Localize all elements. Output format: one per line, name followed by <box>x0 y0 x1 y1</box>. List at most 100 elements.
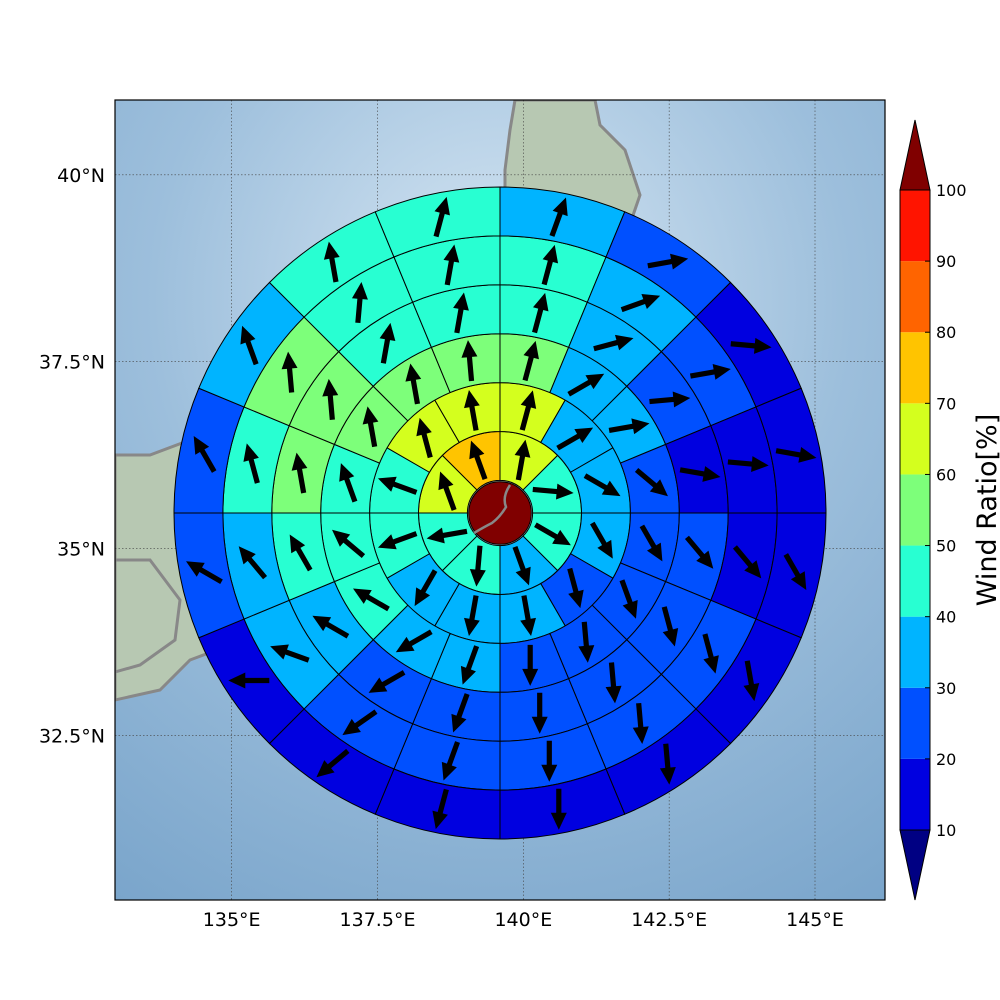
wind-arrow <box>368 670 406 693</box>
wind-arrow <box>659 743 676 785</box>
wind-arrow <box>339 463 358 503</box>
wind-arrow <box>460 645 480 685</box>
wind-arrow <box>619 579 638 619</box>
wind-arrow <box>689 364 731 380</box>
wind-arrow <box>522 644 539 686</box>
wind-arrow <box>243 443 260 484</box>
colorbar-segment <box>900 758 930 830</box>
wind-arrow <box>432 788 449 830</box>
x-tick-label: 145°E <box>786 909 844 931</box>
wind-arrow <box>186 561 223 585</box>
wind-arrow <box>441 741 460 781</box>
colorbar-segment <box>900 616 930 688</box>
colorbar-tick-label: 30 <box>936 679 956 698</box>
wind-arrow <box>541 244 559 286</box>
wind-arrow <box>550 788 567 830</box>
wind-arrow <box>416 417 433 459</box>
wind-arrow <box>270 644 310 663</box>
wind-arrow <box>679 466 721 482</box>
colorbar: 10 20 30 40 50 60 70 80 90 100 Wind Ratio[%] <box>899 119 1000 901</box>
wind-arrow <box>684 535 714 569</box>
colorbar-tick-label: 70 <box>936 394 956 413</box>
colorbar-tick-label: 40 <box>936 608 956 627</box>
colorbar-segment <box>900 474 930 546</box>
wind-arrow <box>661 606 679 647</box>
wind-arrow <box>556 427 594 451</box>
x-axis-ticks: 135°E 137.5°E 140°E 142.5°E 145°E <box>203 909 844 931</box>
wind-arrow <box>377 476 418 495</box>
wind-arrow <box>590 521 613 559</box>
wind-arrow <box>291 452 308 494</box>
wind-arrow <box>395 629 433 653</box>
colorbar-tick-label: 100 <box>936 181 967 200</box>
colorbar-segment <box>900 545 930 617</box>
wind-arrow <box>353 588 390 612</box>
wind-arrow <box>620 294 661 313</box>
wind-arrow <box>534 522 571 546</box>
wind-arrow <box>426 527 468 544</box>
wind-arrow <box>362 406 379 448</box>
wind-arrow <box>639 524 663 562</box>
wind-arrow <box>593 334 634 352</box>
wind-rose <box>173 186 827 840</box>
wind-arrow <box>342 709 378 736</box>
wind-arrow <box>578 621 595 663</box>
y-tick-label: 32.5°N <box>39 726 105 748</box>
wind-arrow <box>438 471 457 511</box>
colorbar-segment <box>900 687 930 759</box>
colorbar-tick-label: 20 <box>936 750 956 769</box>
wind-arrow <box>443 244 460 286</box>
wind-arrow <box>775 447 817 463</box>
wind-arrow <box>414 569 438 607</box>
wind-arrow <box>727 456 769 473</box>
colorbar-over-triangle <box>899 119 931 191</box>
y-tick-label: 40°N <box>57 165 105 187</box>
wind-arrow <box>531 692 548 734</box>
wind-arrow <box>379 322 396 364</box>
wind-arrow <box>323 241 340 283</box>
wind-arrow <box>405 363 422 405</box>
y-tick-label: 35°N <box>57 539 105 561</box>
center-cell <box>468 481 532 545</box>
wind-arrow <box>632 702 649 745</box>
wind-arrow <box>608 418 650 435</box>
wind-arrow <box>567 373 605 397</box>
wind-arrow <box>469 440 488 480</box>
wind-arrow <box>514 439 531 481</box>
wind-arrow <box>783 553 807 590</box>
y-axis-ticks: 40°N 37.5°N 35°N 32.5°N <box>39 165 105 748</box>
wind-arrow <box>238 546 268 580</box>
shikoku-landmass <box>115 558 182 674</box>
wind-arrow <box>332 529 366 559</box>
wind-arrow <box>520 595 536 636</box>
x-tick-label: 137.5°E <box>340 909 416 931</box>
wind-arrow <box>567 567 584 609</box>
wind-arrow <box>732 545 762 579</box>
wind-arrow <box>193 436 217 473</box>
wind-arrow <box>743 660 760 702</box>
wind-arrow <box>281 351 298 393</box>
colorbar-segment <box>900 332 930 404</box>
wind-arrow <box>351 281 368 324</box>
wind-arrow <box>322 378 339 420</box>
wind-arrow <box>433 196 450 238</box>
x-tick-label: 142.5°E <box>631 909 707 931</box>
wind-arrow <box>377 531 418 550</box>
wind-arrow <box>464 390 480 431</box>
colorbar-tick-label: 90 <box>936 252 956 271</box>
wind-arrow <box>583 473 621 497</box>
colorbar-segment <box>900 261 930 333</box>
wind-arrow <box>240 325 259 366</box>
plot-frame <box>114 99 886 901</box>
wind-arrow <box>469 545 486 587</box>
wind-arrow <box>312 615 350 639</box>
center-coastline <box>473 484 512 535</box>
wind-arrow <box>228 672 270 689</box>
colorbar-segment <box>900 190 930 262</box>
x-tick-label: 135°E <box>203 909 261 931</box>
colorbar-tick-label: 60 <box>936 465 956 484</box>
colorbar-tick-label: 80 <box>936 323 956 342</box>
wind-arrow <box>451 693 470 733</box>
wind-arrow <box>634 467 668 497</box>
